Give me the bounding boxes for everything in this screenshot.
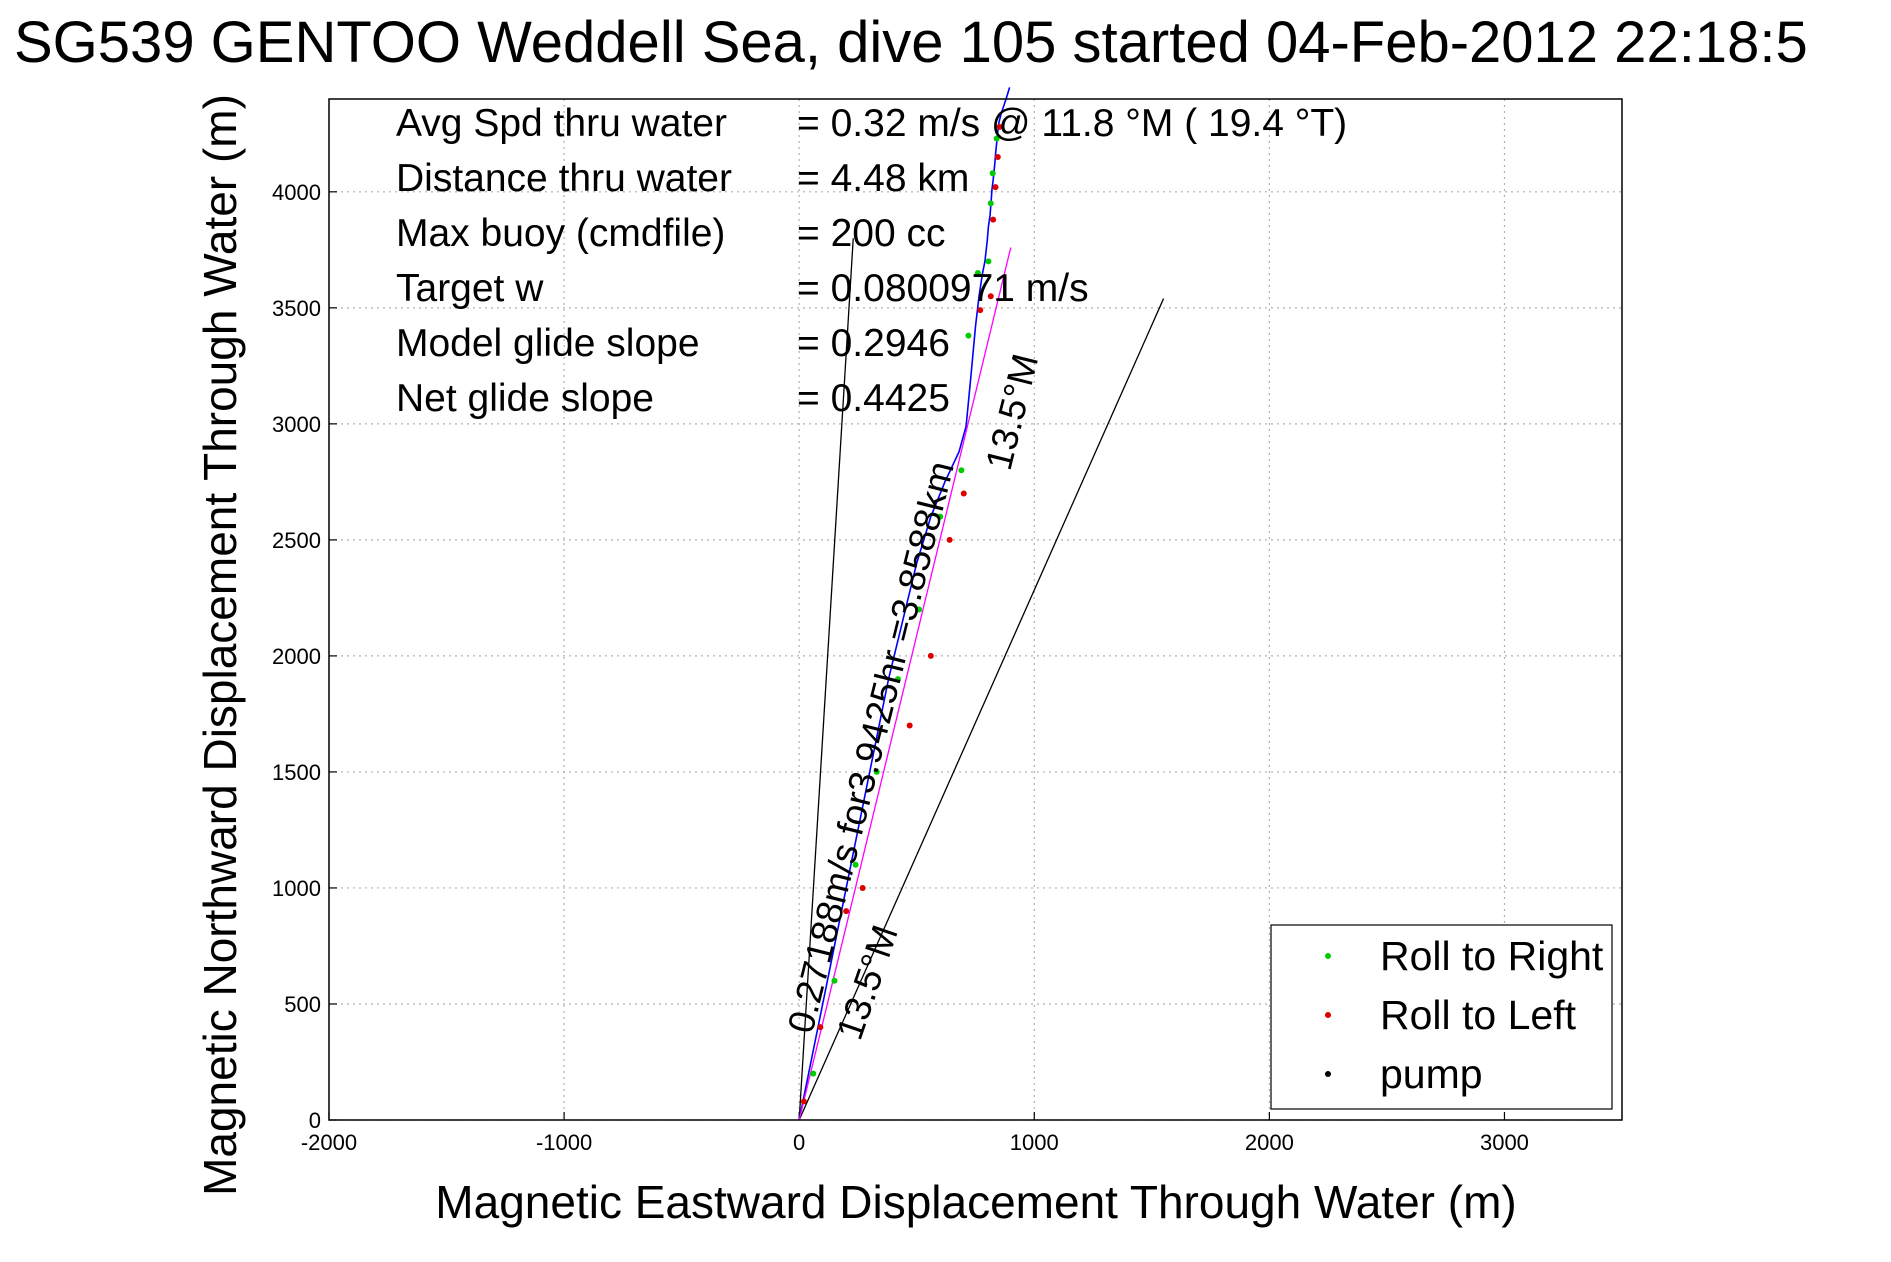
roll-points (800, 123, 1003, 1105)
plot-frame (328, 98, 1623, 1121)
roll-right-point (989, 170, 996, 177)
series-heading (798, 247, 1012, 1121)
legend-marker (1325, 953, 1331, 959)
y-tick-labels: 0 500 1000 1500 2000 2500 3000 3500 4000 (272, 180, 321, 1133)
y-tick-label: 500 (284, 992, 321, 1017)
legend-label: Roll to Right (1380, 933, 1604, 979)
stat-value: = 0.2946 (797, 322, 950, 365)
roll-right-point (916, 606, 923, 613)
roll-right-point (987, 200, 994, 207)
roll-left-point (987, 293, 994, 300)
legend-marker (1325, 1012, 1331, 1018)
x-tick-label: 1000 (1010, 1130, 1059, 1155)
stat-label: Target w (396, 267, 544, 310)
roll-right-point (937, 513, 944, 520)
reference-lines (798, 238, 1165, 1121)
y-tick-label: 4000 (272, 180, 321, 205)
series-reference_right (798, 298, 1165, 1121)
x-tick-labels: -2000 -1000 0 1000 2000 3000 (301, 1130, 1529, 1155)
roll-left-point (817, 1024, 824, 1031)
series-reference_left (798, 238, 854, 1121)
x-tick-label: 2000 (1245, 1130, 1294, 1155)
stat-value: = 0.4425 (797, 377, 950, 420)
legend-label: pump (1380, 1051, 1483, 1097)
x-tick-label: -1000 (536, 1130, 592, 1155)
legend: Roll to Right Roll to Left pump (1270, 924, 1613, 1110)
stat-label: Avg Spd thru water (396, 102, 727, 145)
y-tick-label: 0 (309, 1108, 321, 1133)
stat-label: Max buoy (cmdfile) (396, 212, 725, 255)
stat-value: = 0.0800971 m/s (797, 267, 1089, 310)
legend-marker (1325, 1071, 1331, 1077)
roll-left-point (990, 216, 997, 223)
x-tick-label: -2000 (301, 1130, 357, 1155)
roll-left-point (946, 536, 953, 543)
roll-right-point (965, 332, 972, 339)
roll-right-point (873, 768, 880, 775)
roll-left-point (960, 490, 967, 497)
y-tick-label: 2500 (272, 528, 321, 553)
stats-block: Avg Spd thru water = 0.32 m/s @ 11.8 °M (… (396, 102, 1347, 420)
y-tick-label: 1000 (272, 876, 321, 901)
roll-left-point (906, 722, 913, 729)
y-tick-label: 3500 (272, 296, 321, 321)
x-axis-label: Magnetic Eastward Displacement Through W… (435, 1176, 1516, 1228)
roll-right-point (993, 135, 1000, 142)
roll-right-point (894, 676, 901, 683)
roll-right-point (810, 1070, 817, 1077)
roll-left-point (994, 154, 1001, 161)
stat-value: = 0.32 m/s @ 11.8 °M ( 19.4 °T) (797, 102, 1347, 145)
y-tick-label: 2000 (272, 644, 321, 669)
y-axis-label: Magnetic Northward Displacement Through … (194, 94, 246, 1196)
stat-label: Model glide slope (396, 322, 700, 365)
y-tick-label: 1500 (272, 760, 321, 785)
roll-right-point (974, 270, 981, 277)
x-tick-label: 0 (793, 1130, 805, 1155)
roll-left-point (800, 1098, 807, 1105)
roll-right-point (831, 977, 838, 984)
x-tick-label: 3000 (1480, 1130, 1529, 1155)
y-tick-label: 3000 (272, 412, 321, 437)
roll-left-point (996, 123, 1003, 130)
stat-value: = 4.48 km (797, 157, 969, 200)
roll-right-point (958, 467, 965, 474)
stat-label: Net glide slope (396, 377, 654, 420)
stat-value: = 200 cc (797, 212, 946, 255)
roll-right-point (852, 861, 859, 868)
roll-left-point (843, 908, 850, 915)
legend-label: Roll to Left (1380, 992, 1577, 1038)
roll-left-point (977, 307, 984, 314)
chart-title: SG539 GENTOO Weddell Sea, dive 105 start… (14, 10, 1808, 75)
roll-left-point (859, 884, 866, 891)
roll-left-point (992, 184, 999, 191)
stat-label: Distance thru water (396, 157, 732, 200)
roll-right-point (985, 258, 992, 265)
roll-left-point (927, 652, 934, 659)
